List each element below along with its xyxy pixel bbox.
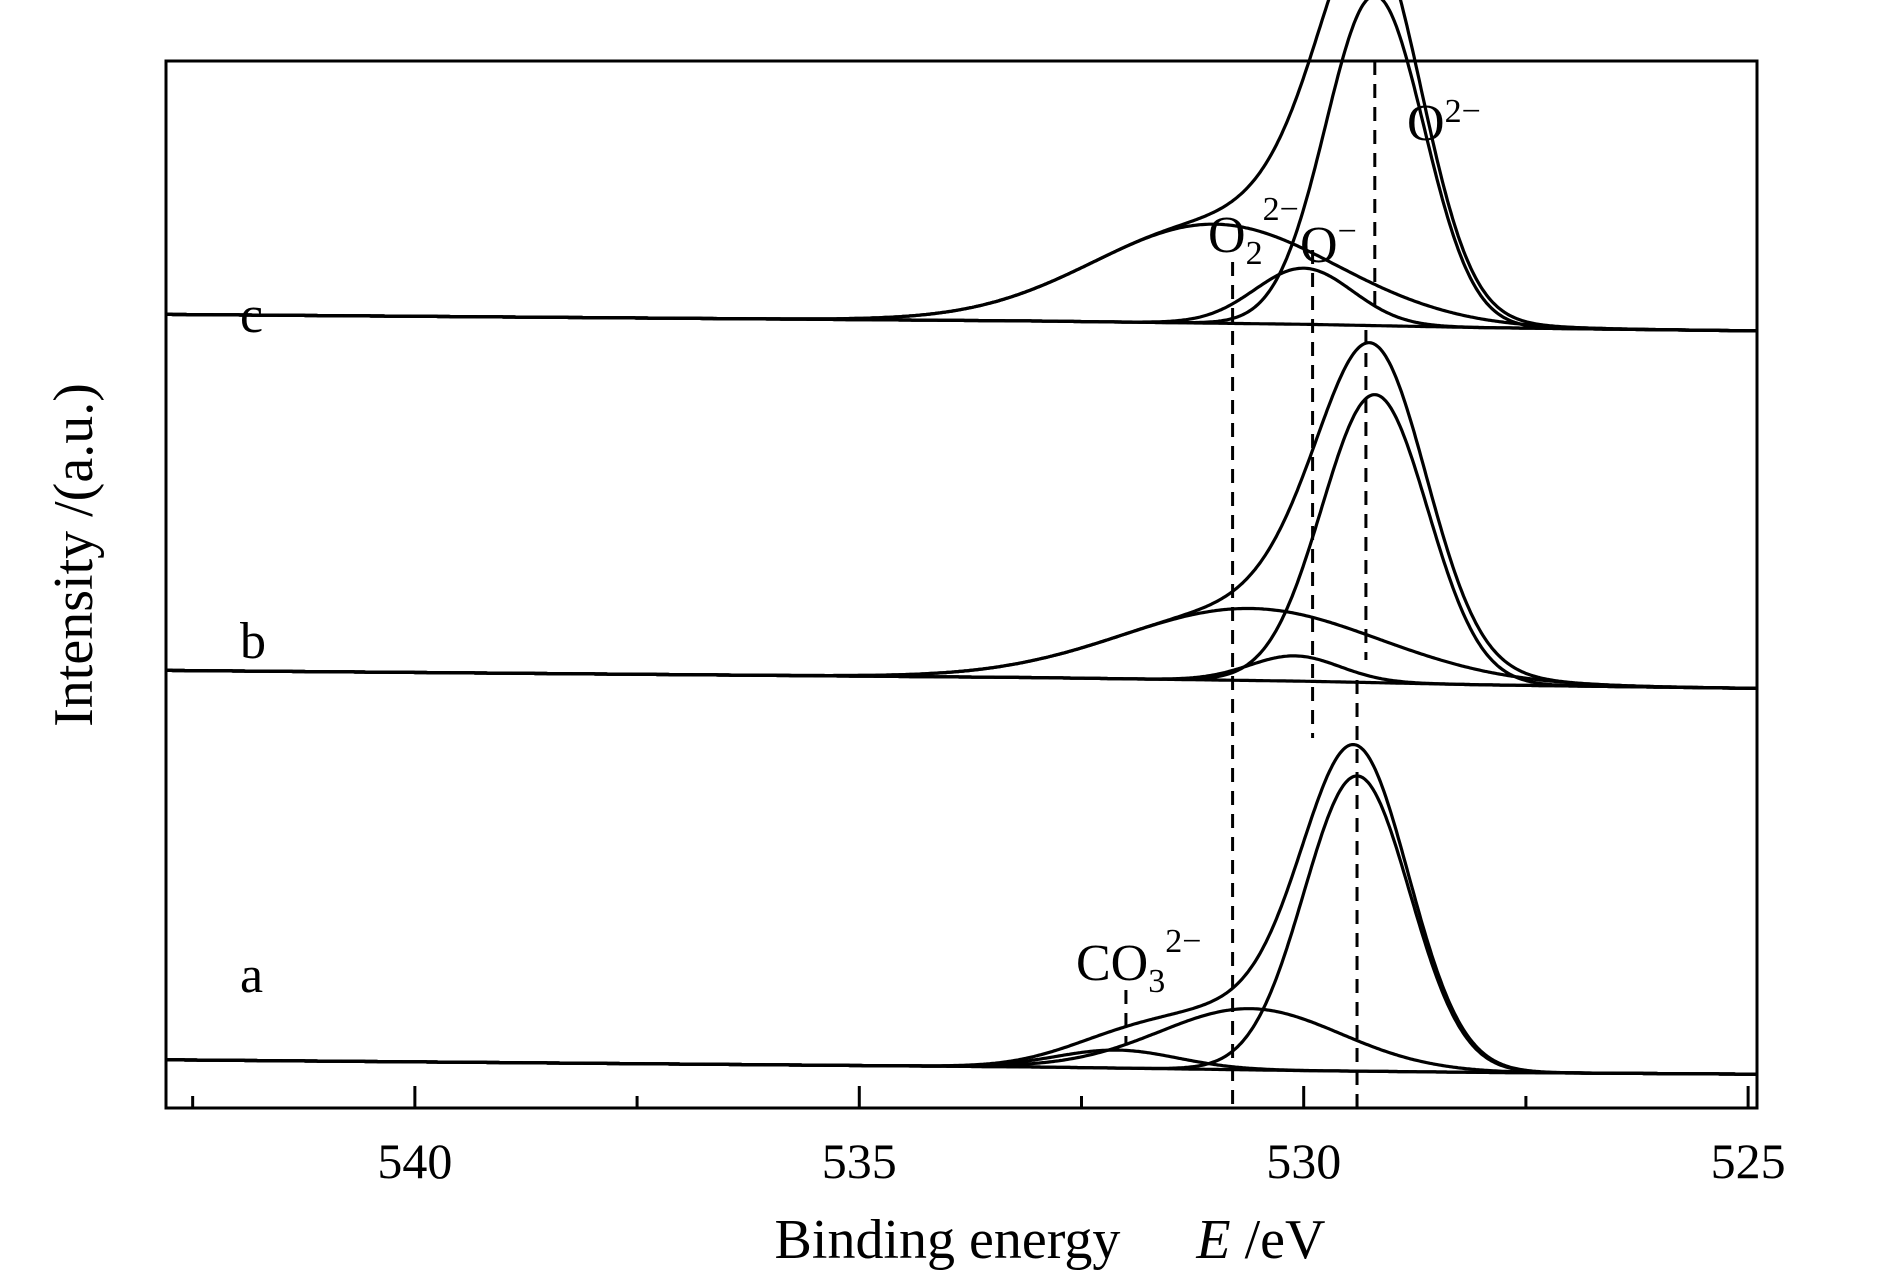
spectrum-c <box>166 0 1757 333</box>
component-b-0 <box>166 393 1757 690</box>
component-a-0 <box>166 774 1757 1076</box>
annotation-o-minus-base: O <box>1300 217 1338 274</box>
annotation-co3-2minus-sup: 2− <box>1165 923 1201 960</box>
x-axis-label-unit: /eV <box>1245 1209 1326 1271</box>
annotation-o2-2minus-base: O <box>1208 207 1246 264</box>
x-axis-tick-labels: 540 535 530 525 <box>377 1133 1785 1189</box>
sample-label-c: c <box>240 287 263 344</box>
x-axis-label-text: Binding energy <box>775 1209 1121 1271</box>
x-axis-ticks <box>191 1086 1750 1108</box>
envelope-a <box>166 743 1757 1076</box>
annotation-o2-minus: O2− <box>1407 93 1481 152</box>
annotation-o2-2minus-sup: 2− <box>1263 191 1299 228</box>
spectrum-a <box>166 743 1757 1076</box>
y-axis-label: Intensity /(a.u.) <box>43 383 105 727</box>
x-axis-label: Binding energy E/eV <box>775 1209 1326 1271</box>
spectrum-b <box>166 341 1758 690</box>
annotation-o2-2minus-sub: 2 <box>1246 235 1263 272</box>
sample-label-b: b <box>240 613 266 670</box>
x-tick-label-2: 530 <box>1266 1133 1341 1189</box>
annotation-o2-2minus: O22− <box>1208 191 1299 272</box>
annotation-o2-minus-sup: 2− <box>1445 93 1481 130</box>
x-axis-label-symbol: E <box>1195 1209 1230 1271</box>
x-tick-label-3: 525 <box>1711 1133 1786 1189</box>
reference-lines <box>1124 61 1377 1108</box>
x-tick-label-0: 540 <box>377 1133 452 1189</box>
annotation-co3-2minus-base: CO <box>1076 935 1148 992</box>
annotation-co3-2minus: CO32− <box>1076 923 1201 1000</box>
component-c-1 <box>166 266 1757 333</box>
envelope-c <box>166 0 1757 333</box>
annotation-o-minus: O− <box>1300 213 1357 274</box>
envelope-b <box>166 341 1758 690</box>
plot-frame <box>164 59 1759 1110</box>
spectra <box>166 0 1758 1076</box>
annotation-co3-2minus-sub: 3 <box>1148 963 1165 1000</box>
annotation-o2-minus-base: O <box>1407 95 1445 152</box>
component-c-0 <box>166 0 1757 333</box>
annotation-o-minus-sup: − <box>1338 213 1357 250</box>
x-tick-label-1: 535 <box>822 1133 897 1189</box>
sample-label-a: a <box>240 947 263 1004</box>
